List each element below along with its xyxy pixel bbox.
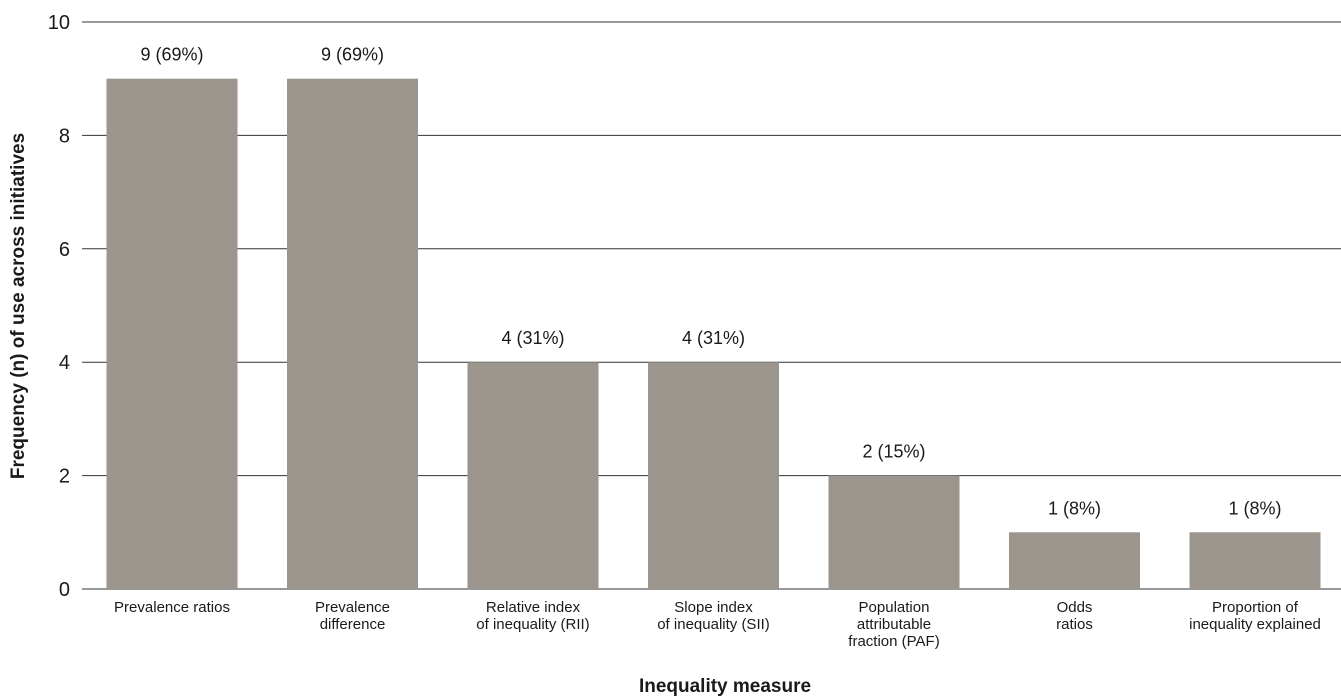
y-tick-label: 4	[59, 352, 70, 374]
data-label: 4 (31%)	[501, 328, 564, 348]
category-label-line: fraction (PAF)	[848, 633, 939, 650]
category-label-line: Proportion of	[1212, 599, 1299, 616]
data-label: 1 (8%)	[1048, 498, 1101, 518]
y-tick-label: 2	[59, 466, 70, 488]
y-tick-label: 10	[48, 12, 70, 34]
category-label: Prevalence ratios	[114, 599, 230, 616]
category-label-line: Prevalence ratios	[114, 599, 230, 616]
data-labels: 9 (69%) 9 (69%) 4 (31%) 4 (31%) 2 (15%) 1 (8%…	[140, 45, 1281, 519]
y-tick-label: 8	[59, 125, 70, 147]
data-label: 9 (69%)	[140, 45, 203, 65]
category-label-line: Prevalence	[315, 599, 390, 616]
category-labels: Prevalence ratios Prevalence difference Rel…	[114, 599, 1321, 650]
category-label: Relative index of inequality (RII)	[476, 599, 589, 633]
bars	[106, 78, 1321, 589]
bar	[1009, 532, 1140, 589]
category-label: Slope index of inequality (SII)	[657, 599, 770, 633]
y-tick-label: 6	[59, 239, 70, 261]
data-label: 9 (69%)	[321, 45, 384, 65]
category-label-line: Population	[859, 599, 930, 616]
category-label: Odds ratios	[1056, 599, 1093, 633]
category-label-line: of inequality (RII)	[476, 616, 589, 633]
data-label: 2 (15%)	[862, 442, 925, 462]
bar	[106, 78, 238, 589]
category-label-line: Relative index	[486, 599, 581, 616]
category-label-line: attributable	[857, 616, 931, 633]
y-axis-title: Frequency (n) of use across initiatives	[8, 133, 29, 479]
bar	[287, 78, 418, 589]
category-label-line: of inequality (SII)	[657, 616, 770, 633]
y-axis-ticks: 0 2 4 6 8 10	[48, 12, 70, 601]
category-label: Prevalence difference	[315, 599, 390, 633]
category-label-line: difference	[320, 616, 386, 633]
y-tick-label: 0	[59, 579, 70, 601]
bar	[467, 362, 599, 589]
data-label: 1 (8%)	[1228, 498, 1281, 518]
category-label-line: ratios	[1056, 616, 1093, 633]
category-label: Proportion of inequality explained	[1189, 599, 1321, 633]
x-axis-title: Inequality measure	[639, 676, 811, 697]
category-label: Population attributable fraction (PAF)	[848, 599, 939, 650]
category-label-line: inequality explained	[1189, 616, 1321, 633]
category-label-line: Odds	[1057, 599, 1093, 616]
category-label-line: Slope index	[674, 599, 753, 616]
bar	[648, 362, 779, 589]
data-label: 4 (31%)	[682, 328, 745, 348]
bar	[1189, 532, 1321, 589]
bar	[828, 475, 960, 589]
